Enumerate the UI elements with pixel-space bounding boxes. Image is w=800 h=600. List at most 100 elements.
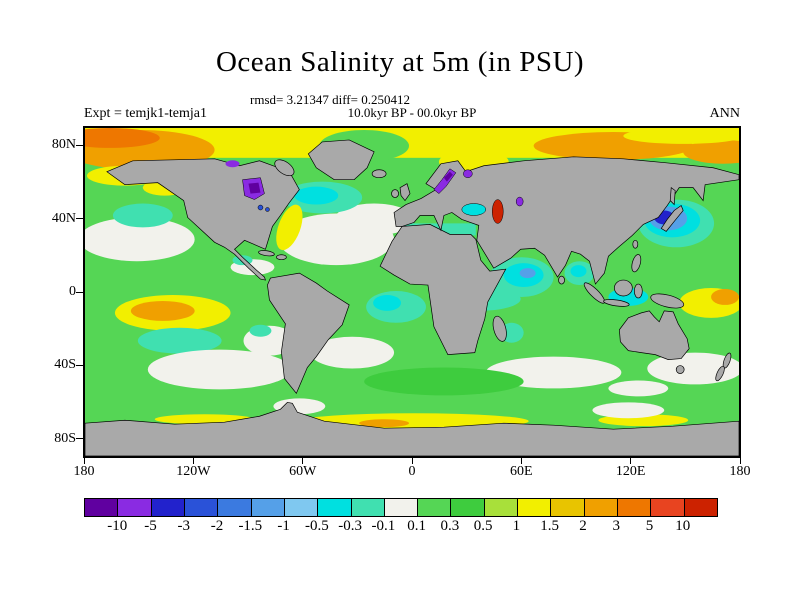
colorbar-segment (451, 499, 485, 516)
island-sri-lanka (558, 275, 565, 285)
colorbar-segment (118, 499, 152, 516)
colorbar-segment (684, 499, 717, 516)
continent-antarctica (85, 401, 739, 456)
figure-title: Ocean Salinity at 5m (in PSU) (215, 46, 585, 78)
island-hispaniola (276, 254, 287, 261)
colorbar-segment (218, 499, 252, 516)
colorbar-segment (318, 499, 352, 516)
island-ireland (391, 189, 399, 198)
colorbar-tick-label: -0.1 (371, 518, 396, 534)
white-sea-anomaly (463, 169, 473, 178)
y-tick-label: 80N (51, 137, 76, 153)
island-borneo (614, 279, 633, 297)
hudson-bay-core (248, 182, 261, 194)
x-tick-label: 180 (73, 464, 95, 479)
colorbar-segment (484, 499, 519, 516)
colorbar-segment (251, 499, 285, 516)
experiment-label: Expt = temjk1-temja1 (84, 106, 207, 121)
x-tick-mark (520, 458, 522, 464)
island-sakhalin (669, 186, 676, 206)
island-madagascar (492, 315, 507, 342)
island-baffin (274, 159, 295, 177)
continent-africa (379, 224, 507, 355)
period-label: 10.0kyr BP - 00.0kyr BP (347, 105, 477, 120)
colorbar-segment (151, 499, 185, 516)
x-tick-mark (739, 458, 741, 464)
colorbar-tick-label: 5 (645, 518, 654, 534)
great-lakes (265, 207, 270, 212)
colorbar-tick-label: -10 (107, 518, 128, 534)
island-britain (399, 183, 411, 202)
colorbar-tick-label: -3 (177, 518, 191, 534)
colorbar (84, 498, 718, 517)
colorbar-segment (418, 499, 452, 516)
island-new-zealand-south (715, 365, 725, 382)
colorbar-segment (384, 499, 419, 516)
x-tick-mark (302, 458, 304, 464)
island-philippines (631, 254, 642, 273)
colorbar-segment (651, 499, 685, 516)
colorbar-tick-label: 2 (579, 518, 587, 534)
colorbar-tick-label: 0.5 (473, 518, 493, 534)
colorbar-tick-label: 3 (612, 518, 620, 534)
continent-greenland (307, 139, 375, 181)
colorbar-segment (551, 499, 585, 516)
continent-australia (619, 310, 690, 360)
colorbar-tick-label: -1.5 (238, 518, 263, 534)
x-tick-mark (83, 458, 85, 464)
colorbar-segment (351, 499, 385, 516)
colorbar-tick-label: -5 (144, 518, 157, 534)
continent-south-america (267, 272, 350, 395)
colorbar-segment (584, 499, 618, 516)
colorbar-tick-label: 0.1 (407, 518, 426, 534)
colorbar-tick-label: 10 (675, 518, 691, 534)
x-tick-label: 120E (615, 464, 646, 479)
map-frame (83, 126, 741, 458)
x-tick-label: 60E (510, 464, 533, 479)
island-japan (660, 204, 684, 232)
x-tick-mark (411, 458, 413, 464)
colorbar-segment (85, 499, 119, 516)
y-tick-mark (76, 218, 83, 220)
stats-label: rmsd= 3.21347 diff= 0.250412 (250, 92, 410, 107)
colorbar-tick-label: -0.5 (304, 518, 329, 534)
season-label: ANN (709, 106, 740, 121)
great-lakes (257, 204, 264, 211)
inland-seas (225, 160, 524, 224)
colorbar-segment (618, 499, 652, 516)
x-tick-label: 60W (289, 464, 317, 479)
x-tick-label: 120W (176, 464, 211, 479)
y-tick-mark (76, 364, 83, 366)
colorbar-tick-label: 1 (512, 518, 521, 534)
world-map (85, 128, 739, 456)
island-tasmania (675, 365, 685, 374)
colorbar-segment (184, 499, 219, 516)
island-iceland (371, 169, 387, 179)
y-tick-mark (76, 438, 83, 440)
y-tick-mark (76, 144, 83, 146)
x-tick-label: 180 (729, 464, 751, 479)
colorbar-tick-label: -0.3 (338, 518, 362, 534)
x-tick-label: 0 (408, 464, 416, 479)
colorbar-tick-label: -2 (210, 518, 224, 534)
y-tick-label: 80S (54, 430, 76, 446)
black-sea-anomaly (461, 203, 487, 216)
x-tick-mark (630, 458, 632, 464)
colorbar-segment (284, 499, 319, 516)
colorbar-tick-label: -1 (277, 518, 290, 534)
island-taiwan (632, 239, 639, 249)
y-tick-mark (76, 291, 83, 293)
colorbar-tick-label: 0.3 (440, 518, 460, 534)
canadian-archipelago-anomaly (225, 160, 240, 168)
continents (85, 139, 739, 456)
y-tick-label: 0 (69, 284, 76, 299)
island-sulawesi (633, 283, 643, 299)
island-new-guinea (650, 293, 685, 309)
island-cuba (258, 250, 275, 257)
caspian-sea-anomaly (492, 199, 504, 224)
island-java (603, 299, 630, 307)
colorbar-segment (518, 499, 552, 516)
north-pacific-neutral-patch (85, 217, 195, 262)
colorbar-tick-label: 1.5 (540, 518, 560, 534)
